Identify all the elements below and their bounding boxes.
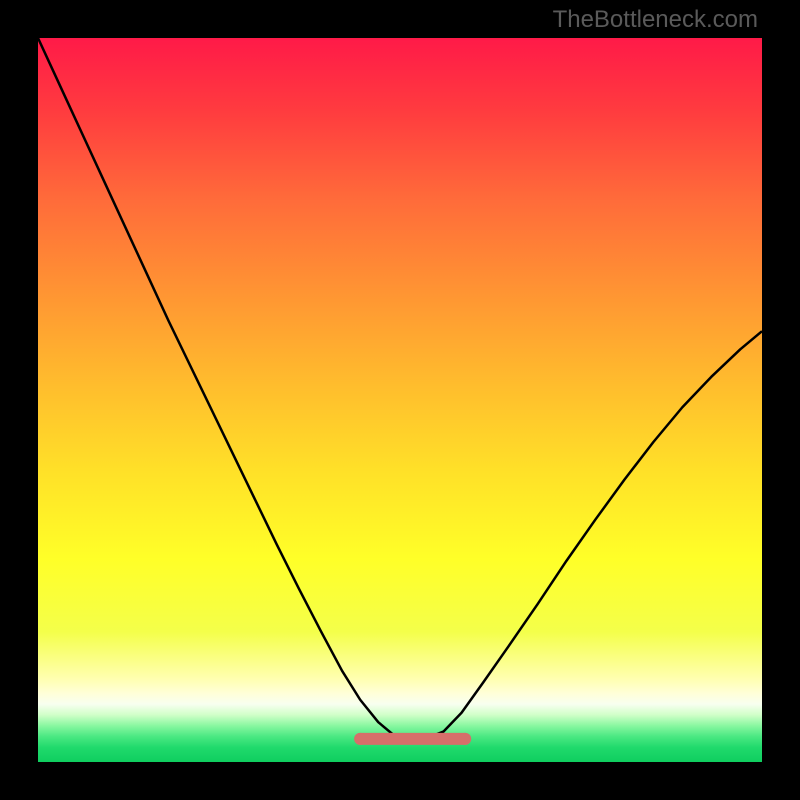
bottleneck-curve (38, 38, 762, 740)
plot-area (38, 38, 762, 762)
curve-layer (38, 38, 762, 762)
chart-frame: TheBottleneck.com (0, 0, 800, 800)
watermark-text: TheBottleneck.com (553, 6, 758, 34)
optimal-region-start-dot (354, 733, 366, 745)
optimal-region-end-dot (459, 733, 471, 745)
